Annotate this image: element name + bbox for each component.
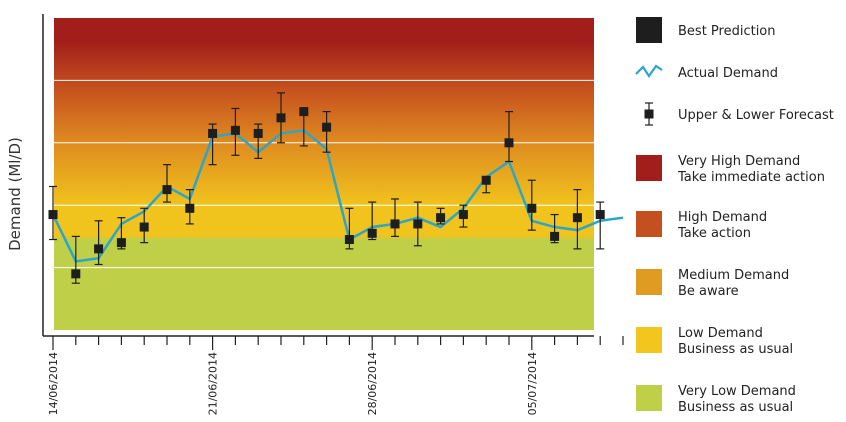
x-tick-label: 21/06/2014 <box>207 352 220 415</box>
best-prediction-point <box>322 122 332 132</box>
best-prediction-point <box>116 238 126 248</box>
best-prediction-point <box>162 185 172 195</box>
legend-swatch-icon <box>636 269 662 295</box>
x-tick-label: 28/06/2014 <box>366 352 379 415</box>
legend-label: Upper & Lower Forecast <box>678 108 834 123</box>
best-prediction-point <box>71 269 81 279</box>
legend-item-actual: Actual Demand <box>635 64 778 81</box>
legend-item-range: Upper & Lower Forecast <box>644 102 834 126</box>
best-prediction-point <box>390 219 400 229</box>
legend-swatch-icon <box>636 211 662 237</box>
legend-sublabel: Business as usual <box>678 342 793 357</box>
legend-label: Actual Demand <box>678 66 778 81</box>
best-prediction-point <box>572 213 582 223</box>
legend-label: Very Low Demand <box>678 384 796 399</box>
legend-swatch-icon <box>636 155 662 181</box>
best-prediction-point <box>550 231 560 241</box>
legend-swatch-icon <box>636 385 662 411</box>
best-prediction-point <box>299 107 309 117</box>
legend-sublabel: Take immediate action <box>677 170 825 185</box>
legend-sublabel: Be aware <box>678 284 739 299</box>
best-prediction-point <box>436 213 446 223</box>
best-prediction-point <box>139 222 149 232</box>
y-axis-label: Demand (Ml/D) <box>6 137 24 251</box>
best-prediction-point <box>276 113 286 123</box>
legend-label: Best Prediction <box>678 24 776 39</box>
legend-label: Very High Demand <box>678 154 800 169</box>
legend-swatch-icon <box>636 327 662 353</box>
demand-band-background <box>54 18 594 330</box>
best-prediction-point <box>367 228 377 238</box>
legend-label: High Demand <box>678 210 767 225</box>
x-tick-label: 14/06/2014 <box>47 352 60 415</box>
best-prediction-point <box>344 235 354 245</box>
best-prediction-point <box>527 203 537 213</box>
best-prediction-point <box>458 210 468 220</box>
best-prediction-point <box>481 175 491 185</box>
best-prediction-point <box>504 138 514 148</box>
legend-item-best: Best Prediction <box>636 17 776 43</box>
best-prediction-point <box>185 203 195 213</box>
legend-label: Low Demand <box>678 326 763 341</box>
legend-line-icon <box>635 64 663 78</box>
best-prediction-point <box>230 125 240 135</box>
legend-swatch-square-icon <box>636 17 662 43</box>
best-prediction-point <box>253 128 263 138</box>
best-prediction-point <box>94 244 104 254</box>
x-tick-label: 05/07/2014 <box>526 352 539 415</box>
legend-sublabel: Take action <box>677 226 751 241</box>
best-prediction-point <box>595 210 605 220</box>
legend-sublabel: Business as usual <box>678 400 793 415</box>
best-prediction-point <box>413 219 423 229</box>
best-prediction-point <box>208 128 218 138</box>
legend-label: Medium Demand <box>678 268 789 283</box>
best-prediction-point <box>48 210 58 220</box>
